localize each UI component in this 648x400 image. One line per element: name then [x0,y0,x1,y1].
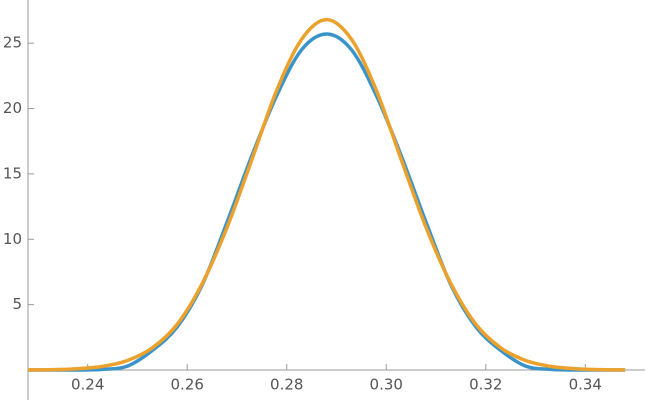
y-tick-label: 15 [3,164,22,182]
series-line [27,32,626,372]
x-tick-label: 0.34 [569,376,602,394]
y-tick-label: 25 [3,34,22,52]
x-tick-label: 0.30 [370,376,403,394]
y-tick-label: 20 [3,99,22,117]
x-tick-label: 0.32 [469,376,502,394]
x-tick-label: 0.24 [71,376,104,394]
x-tick-label: 0.26 [171,376,204,394]
y-tick-label: 5 [12,295,22,313]
y-tick-label: 10 [3,230,22,248]
series-line [27,17,626,372]
x-tick-label: 0.28 [270,376,303,394]
